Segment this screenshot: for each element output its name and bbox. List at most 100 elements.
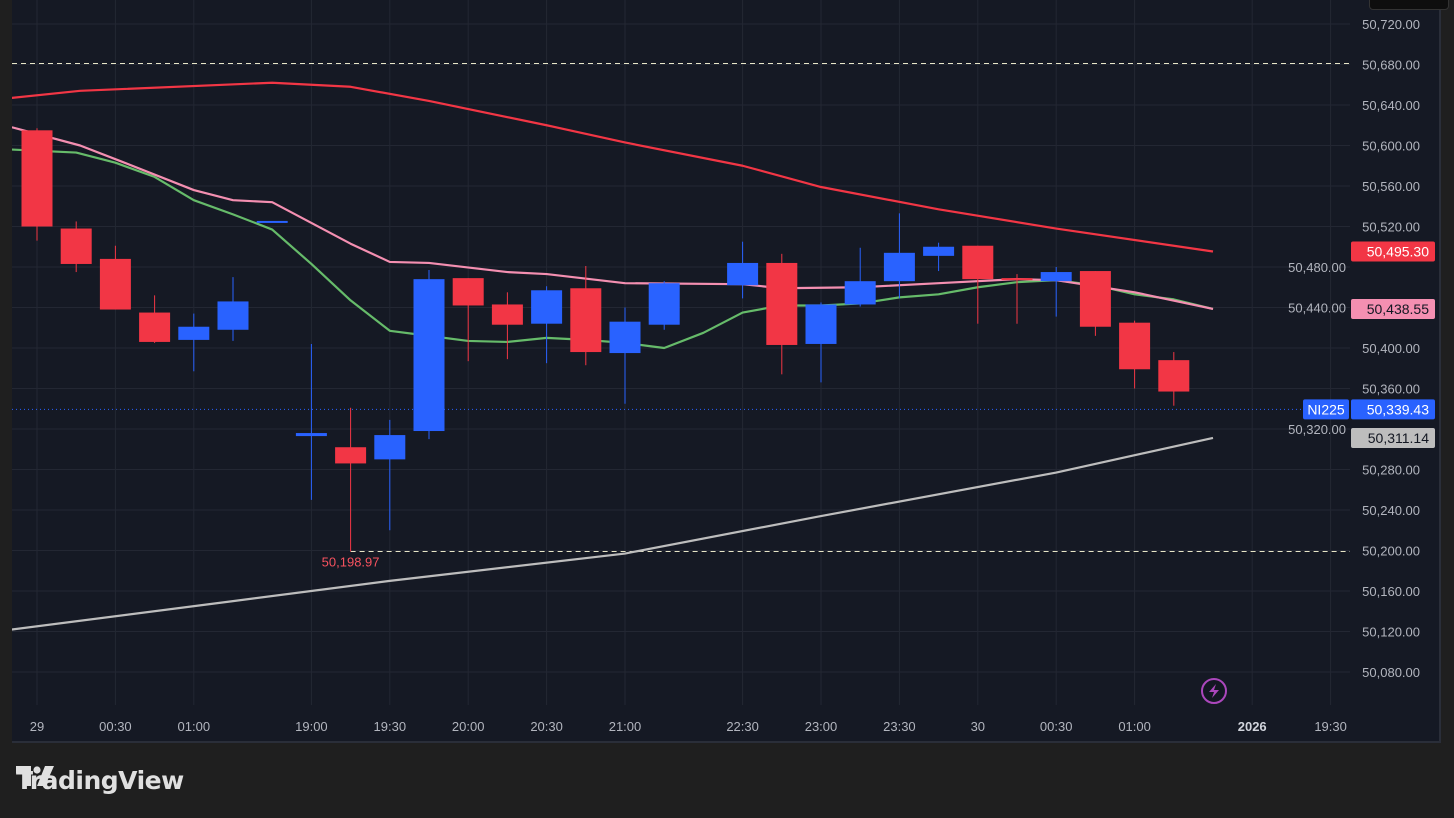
x-tick-label: 22:30 — [726, 719, 759, 734]
y-tick-label: 50,120.00 — [1362, 625, 1420, 640]
tradingview-logo: TradingView — [16, 766, 184, 795]
candlestick-chart[interactable]: 50,720.00 50,680.00 50,640.00 50,600.00 50,5… — [12, 0, 1441, 743]
candle-body — [452, 278, 484, 306]
ma-slow-price-tag: 50,495.30 — [1367, 244, 1429, 260]
x-tick-label: 20:00 — [452, 719, 485, 734]
candle-body — [60, 228, 92, 264]
x-tick-label: 30 — [971, 719, 985, 734]
candle-body — [844, 281, 876, 305]
candle-body — [21, 130, 53, 227]
candle — [1158, 352, 1190, 406]
ma-slow-price-tag-bg — [1351, 241, 1435, 262]
toolbar-button[interactable] — [1369, 0, 1449, 10]
candle-body — [766, 262, 798, 345]
candle-body — [1119, 322, 1151, 370]
x-tick-label: 29 — [30, 719, 44, 734]
candle — [413, 270, 445, 440]
candle — [883, 213, 915, 299]
candle-body — [570, 288, 602, 353]
ma-pink-price-tag: 50,438.55 — [1367, 301, 1429, 317]
x-tick-label: 2026 — [1238, 719, 1267, 734]
candle-body — [374, 435, 406, 460]
x-tick-label: 01:00 — [1118, 719, 1151, 734]
candle-body — [923, 246, 955, 256]
y-tick-label: 50,720.00 — [1362, 17, 1420, 32]
x-tick-label: 00:30 — [1040, 719, 1073, 734]
candle — [178, 313, 210, 372]
ma_slow-line — [12, 81, 1214, 253]
ma_green-line — [12, 148, 1214, 350]
candle — [21, 128, 53, 241]
candle — [1079, 271, 1111, 336]
candle — [99, 245, 131, 310]
y-tick-label: 50,200.00 — [1362, 544, 1420, 559]
ma-gray-price-tag-bg — [1351, 427, 1435, 448]
candle-body — [727, 262, 759, 286]
candle — [923, 242, 955, 272]
candle — [1001, 274, 1033, 324]
candle-body — [1040, 272, 1072, 282]
y-tick-label: 50,680.00 — [1362, 58, 1420, 73]
candle — [609, 307, 641, 404]
candle-body — [609, 321, 641, 354]
y-tick-label: 50,640.00 — [1362, 98, 1420, 113]
candle-body — [648, 283, 680, 325]
symbol-tag-bg — [1303, 399, 1349, 420]
lightning-icon[interactable] — [1201, 678, 1227, 704]
ma_gray-line — [12, 436, 1214, 631]
candle — [727, 241, 759, 299]
x-tick-label: 19:00 — [295, 719, 328, 734]
x-tick-label: 23:30 — [883, 719, 916, 734]
y-tick-label: 50,080.00 — [1362, 665, 1420, 680]
last-price-tag: 50,339.43 — [1367, 401, 1429, 417]
y-tick-label: 50,480.00 — [1288, 260, 1346, 275]
candle-body — [178, 326, 210, 340]
y-tick-label: 50,160.00 — [1362, 584, 1420, 599]
y-tick-label: 50,320.00 — [1288, 422, 1346, 437]
y-tick-label: 50,600.00 — [1362, 139, 1420, 154]
candle — [217, 277, 249, 341]
candle-body — [962, 245, 994, 280]
x-tick-label: 01:00 — [178, 719, 211, 734]
low-price-label: 50,198.97 — [322, 555, 380, 570]
x-tick-label: 20:30 — [530, 719, 563, 734]
x-tick-label: 19:30 — [1314, 719, 1347, 734]
candle — [962, 245, 994, 324]
candle — [139, 295, 171, 343]
candle-body — [1158, 360, 1190, 392]
candle — [256, 220, 288, 223]
candle — [531, 286, 563, 364]
candle — [1040, 267, 1072, 317]
y-tick-label: 50,520.00 — [1362, 220, 1420, 235]
candle-body — [805, 304, 837, 344]
candle-body — [139, 312, 171, 342]
x-tick-label: 21:00 — [609, 719, 642, 734]
tradingview-logo-icon — [16, 766, 54, 786]
candle-body — [335, 447, 367, 464]
candle-body — [99, 258, 131, 310]
chart-panel[interactable]: 50,720.00 50,680.00 50,640.00 50,600.00 50,5… — [12, 0, 1449, 743]
candle — [766, 253, 798, 375]
symbol-tag: NI225 — [1307, 401, 1345, 417]
candle — [374, 419, 406, 531]
candle — [491, 292, 523, 360]
candle — [60, 221, 92, 273]
y-tick-label: 50,400.00 — [1362, 341, 1420, 356]
x-tick-label: 23:00 — [805, 719, 838, 734]
x-tick-label: 19:30 — [374, 719, 407, 734]
lightning-icon-bolt — [1209, 684, 1219, 698]
last-price-tag-bg — [1351, 399, 1435, 420]
y-tick-label: 50,240.00 — [1362, 503, 1420, 518]
candle-body — [256, 220, 288, 223]
candle — [844, 247, 876, 307]
y-tick-label: 50,560.00 — [1362, 179, 1420, 194]
y-tick-label: 50,360.00 — [1362, 382, 1420, 397]
candle — [570, 265, 602, 366]
x-tick-label: 00:30 — [99, 719, 132, 734]
candle-body — [883, 252, 915, 282]
candle — [805, 302, 837, 383]
y-tick-label: 50,440.00 — [1288, 301, 1346, 316]
candle-body — [1001, 278, 1033, 281]
candle-body — [491, 304, 523, 325]
y-tick-label: 50,280.00 — [1362, 463, 1420, 478]
